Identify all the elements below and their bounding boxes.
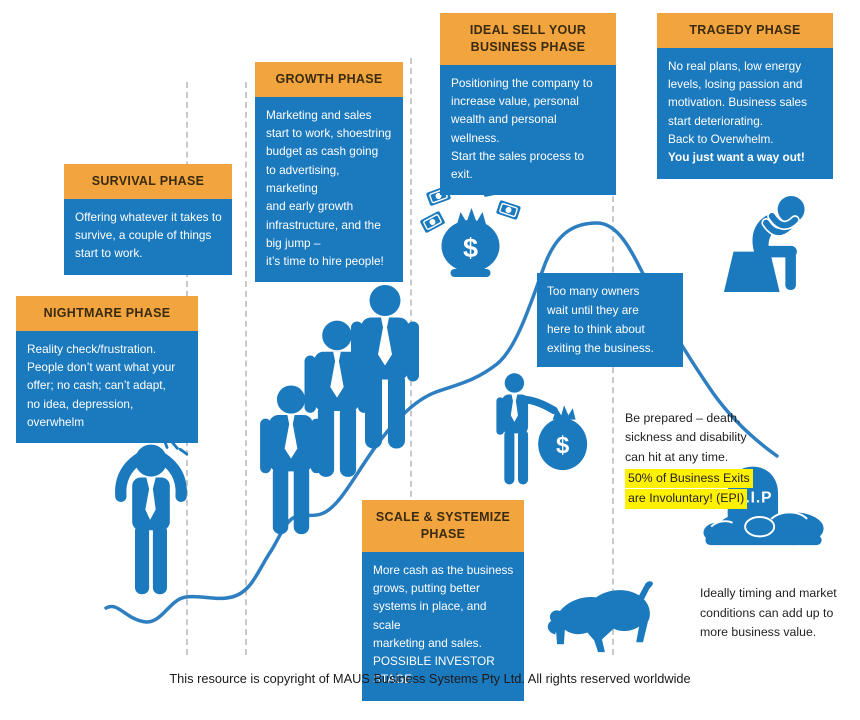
businessman-icon-1 <box>250 385 332 535</box>
scale-systemize-phase-box: SCALE & SYSTEMIZE PHASE More cash as the… <box>362 500 524 701</box>
ideal-sell-phase-body: Positioning the company to increase valu… <box>440 64 616 196</box>
depressed-person-icon <box>722 190 818 296</box>
growth-phase-box: GROWTH PHASE Marketing and sales start t… <box>255 62 403 283</box>
man-with-money-bag-icon: $ <box>482 372 590 494</box>
phase-divider-line-2 <box>245 82 247 655</box>
tragedy-phase-box: TRAGEDY PHASE No real plans, low energy … <box>657 13 833 179</box>
nightmare-phase-box: NIGHTMARE PHASE Reality check/frustratio… <box>16 296 198 444</box>
highlight-line-2: are Involuntary! (EPI) <box>625 489 748 510</box>
ideal-sell-phase-title: IDEAL SELL YOUR BUSINESS PHASE <box>440 13 616 65</box>
growth-phase-body: Marketing and sales start to work, shoes… <box>255 96 403 283</box>
dollar-sign: $ <box>463 233 478 263</box>
ideal-timing-annotation: Ideally timing and market conditions can… <box>700 586 837 640</box>
survival-phase-title: SURVIVAL PHASE <box>64 164 232 199</box>
ideal-sell-phase-box: IDEAL SELL YOUR BUSINESS PHASE Positioni… <box>440 13 616 196</box>
nightmare-phase-title: NIGHTMARE PHASE <box>16 296 198 331</box>
be-prepared-text: Be prepared – death, sickness and disabi… <box>625 410 747 465</box>
scale-systemize-phase-title: SCALE & SYSTEMIZE PHASE <box>362 500 524 552</box>
copyright-footer: This resource is copyright of MAUS Busin… <box>169 671 691 686</box>
tragedy-phase-title: TRAGEDY PHASE <box>657 13 833 48</box>
dollar-sign: $ <box>556 432 569 459</box>
tragedy-phase-body: No real plans, low energy levels, losing… <box>657 47 833 179</box>
businessman-icon-2 <box>294 320 380 478</box>
survival-phase-body: Offering whatever it takes to survive, a… <box>64 198 232 275</box>
growth-phase-title: GROWTH PHASE <box>255 62 403 97</box>
survival-phase-box: SURVIVAL PHASE Offering whatever it take… <box>64 164 232 275</box>
bull-icon <box>543 572 659 655</box>
scale-systemize-phase-body: More cash as the business grows, putting… <box>362 551 524 701</box>
be-prepared-annotation: Be prepared – death, sickness and disabi… <box>625 389 765 510</box>
nightmare-phase-body: Reality check/frustration. People don’t … <box>16 330 198 444</box>
highlight-line-1: 50% of Business Exits <box>625 468 753 489</box>
money-bag-flying-cash-icon: $ <box>420 172 526 282</box>
rip-tombstone-icon: R.I.P <box>703 455 825 547</box>
tragedy-phase-body-bold: You just want a way out! <box>668 150 805 165</box>
frustrated-man-icon <box>103 438 199 598</box>
businessman-icon-3 <box>340 283 430 451</box>
tragedy-phase-body-text: No real plans, low energy levels, losing… <box>668 58 808 146</box>
too-many-owners-callout: Too many owners wait until they are here… <box>537 273 683 367</box>
